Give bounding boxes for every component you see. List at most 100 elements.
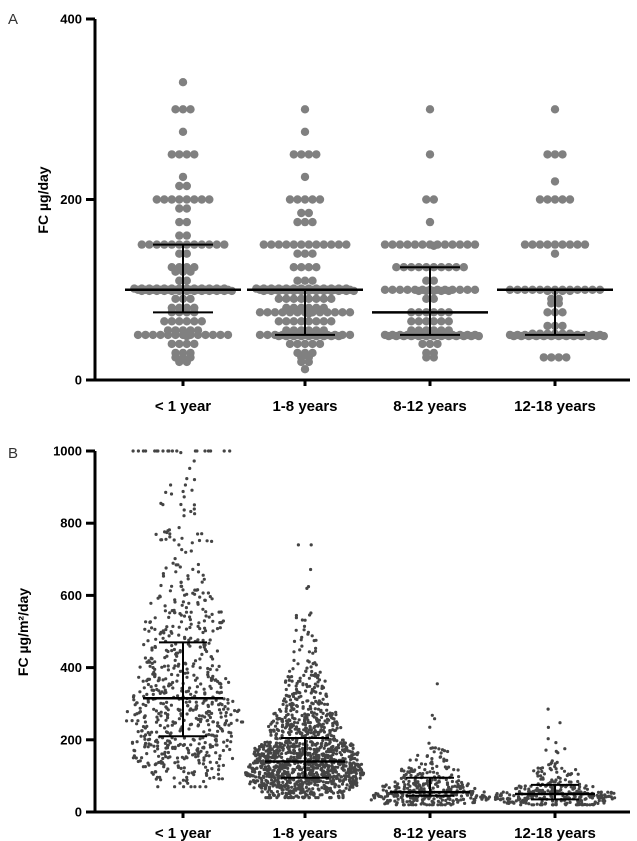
data-point xyxy=(300,635,304,640)
data-point xyxy=(412,769,416,773)
data-point xyxy=(190,150,199,159)
data-point xyxy=(141,702,145,706)
data-point xyxy=(535,240,545,249)
data-point xyxy=(178,781,182,785)
data-point xyxy=(201,607,205,611)
data-point xyxy=(175,651,180,655)
data-point xyxy=(192,459,196,463)
data-point xyxy=(145,240,154,249)
data-point xyxy=(313,729,317,733)
data-point xyxy=(208,330,218,340)
data-point xyxy=(348,743,352,747)
data-point xyxy=(307,787,311,791)
data-point xyxy=(195,676,199,680)
data-point xyxy=(344,786,348,790)
data-point xyxy=(332,717,336,721)
data-point xyxy=(170,584,174,588)
data-point xyxy=(264,783,268,787)
data-point xyxy=(226,707,230,711)
data-point xyxy=(277,793,281,797)
data-point xyxy=(325,708,329,712)
data-point xyxy=(307,762,311,767)
data-point xyxy=(347,767,351,771)
data-point xyxy=(188,708,192,712)
data-point xyxy=(274,736,278,741)
data-point xyxy=(186,671,190,675)
data-point xyxy=(562,769,567,773)
data-point xyxy=(425,105,435,114)
data-point xyxy=(512,801,516,805)
data-point xyxy=(304,792,308,796)
data-point xyxy=(323,702,327,706)
data-point xyxy=(383,784,387,789)
data-point xyxy=(185,775,189,779)
data-point xyxy=(422,802,426,806)
data-point xyxy=(282,743,286,747)
data-point xyxy=(265,779,269,784)
data-point xyxy=(255,308,265,317)
data-point xyxy=(246,772,250,776)
data-point xyxy=(460,780,464,785)
data-point xyxy=(153,749,157,753)
data-point xyxy=(158,595,162,599)
data-point xyxy=(283,697,287,701)
data-point xyxy=(188,723,192,727)
data-point xyxy=(191,708,195,712)
data-point xyxy=(381,788,385,792)
data-point xyxy=(175,449,179,453)
data-point xyxy=(155,730,159,734)
data-point xyxy=(301,790,305,794)
data-point xyxy=(263,308,272,317)
data-point xyxy=(215,761,219,765)
data-point xyxy=(396,793,400,798)
data-point xyxy=(150,730,154,734)
data-point xyxy=(175,357,184,367)
data-point xyxy=(155,687,159,692)
data-point xyxy=(254,775,258,779)
data-point xyxy=(171,267,180,276)
data-point xyxy=(175,317,184,326)
data-point xyxy=(558,195,567,204)
data-point xyxy=(328,731,332,735)
data-point xyxy=(309,673,313,677)
data-point xyxy=(261,761,265,766)
data-point xyxy=(161,636,165,640)
data-point xyxy=(327,331,336,341)
data-point xyxy=(222,697,226,701)
data-point xyxy=(403,285,412,294)
data-point xyxy=(514,799,518,803)
data-point xyxy=(150,626,154,630)
data-point xyxy=(206,718,210,723)
data-point xyxy=(542,772,547,776)
data-point xyxy=(300,644,304,648)
data-point xyxy=(198,785,202,789)
data-point xyxy=(577,331,586,341)
data-point xyxy=(172,666,176,670)
data-point xyxy=(263,330,272,340)
data-point xyxy=(432,750,436,754)
data-point xyxy=(539,353,548,362)
data-point xyxy=(584,331,593,341)
data-point xyxy=(341,795,345,799)
data-point xyxy=(321,780,325,784)
data-point xyxy=(133,330,143,340)
data-point xyxy=(293,276,302,285)
data-point xyxy=(297,240,306,249)
data-point xyxy=(218,757,222,761)
data-point xyxy=(322,783,326,787)
data-point xyxy=(495,792,499,796)
data-point xyxy=(167,317,176,326)
data-point xyxy=(173,658,177,663)
data-point xyxy=(203,626,207,630)
data-point xyxy=(558,150,567,159)
data-point xyxy=(425,217,435,227)
data-point xyxy=(438,755,442,759)
data-point xyxy=(330,712,334,716)
data-point xyxy=(463,285,472,294)
data-point xyxy=(201,638,205,642)
data-point xyxy=(203,598,207,603)
data-point xyxy=(206,704,210,709)
data-point xyxy=(395,285,405,294)
data-point xyxy=(387,786,391,790)
data-point xyxy=(190,541,194,545)
